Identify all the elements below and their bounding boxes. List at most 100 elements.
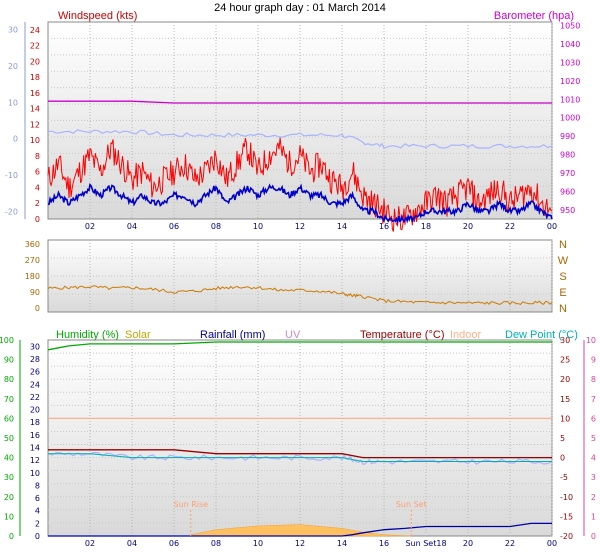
temp-tick-label: 0 [560,454,565,463]
uv-tick-label: 0 [591,532,596,541]
temp-tick-label: 5 [560,434,565,443]
compass-label: E [559,287,566,299]
rain-tick-label: 0 [35,532,40,541]
humidity-tick-label: 90 [4,356,14,365]
x-tick-label: 06 [169,222,179,231]
page-title: 24 hour graph day : 01 March 2014 [214,2,386,14]
outer-tick-label: 10 [8,98,18,107]
series-wind [47,100,553,232]
wind-tick-label: 24 [30,26,40,35]
rain-tick-label: 8 [35,481,40,490]
uv-tick-label: 6 [591,414,596,423]
rain-tick-label: 2 [35,519,40,528]
wind-tick-label: 0 [35,215,40,224]
baro-tick-label: 1030 [560,59,580,68]
direction-tick-label: 0 [35,304,40,313]
x-tick-label: 10 [253,539,263,548]
legend-entry: Rainfall (mm) [200,329,265,341]
wind-tick-label: 8 [35,152,40,161]
rain-tick-label: 20 [30,406,40,415]
x-tick-label: 10 [253,222,263,231]
compass-label: W [558,255,569,267]
x-tick-label: 12 [295,222,305,231]
wind-tick-label: 12 [30,120,40,129]
humidity-tick-label: 50 [4,434,14,443]
rain-tick-label: 14 [30,443,40,452]
x-tick-label: 06 [169,539,179,548]
temp-tick-label: -10 [560,493,573,502]
baro-tick-label: 970 [560,169,575,178]
windspeed-label: Windspeed (kts) [58,10,137,22]
rain-tick-label: 22 [30,393,40,402]
barometer-line [48,100,552,104]
ticks-temp: 02 04 06 08 10 12 14 16 Sun Set18 20 22 00100908070… [0,336,596,548]
baro-tick-label: 1000 [560,114,580,123]
temp-tick-label: -20 [560,532,573,541]
humidity-tick-label: 80 [4,375,14,384]
humidity-tick-label: 100 [0,336,14,345]
baro-tick-label: 1020 [560,77,580,86]
direction-tick-label: 360 [25,240,40,249]
legend-entry: Indoor [450,329,482,341]
outer-tick-label: 20 [8,62,18,71]
uv-tick-label: 8 [591,375,596,384]
sun-set-label: Sun Set [396,500,427,509]
wind-average-line [47,183,553,225]
legend-entry: Humidity (%) [56,329,119,341]
series-direction [47,285,553,306]
temperature-line [47,129,553,149]
x-tick-label: Sun Set18 [405,539,446,548]
x-tick-label: 22 [505,222,515,231]
uv-tick-label: 2 [591,493,596,502]
solar-area [190,524,412,537]
temp-tick-label: 30 [560,336,570,345]
temp-tick-label: 25 [560,356,570,365]
rain-tick-label: 30 [30,342,40,351]
baro-tick-label: 960 [560,187,575,196]
temp-tick-label: -15 [560,512,573,521]
compass-label: N [559,303,567,315]
rain-tick-label: 12 [30,456,40,465]
baro-tick-label: 1040 [560,40,580,49]
panel-temp-humidity: 02 04 06 08 10 12 14 16 Sun Set18 20 22 00100908070… [0,329,596,548]
temp-tick-label: 10 [560,414,570,423]
rain-tick-label: 16 [30,431,40,440]
grid-wind [48,22,553,219]
uv-tick-label: 1 [591,512,596,521]
x-tick-label: 12 [295,539,305,548]
dew-point-line [48,453,552,462]
x-tick-label: 20 [463,222,473,231]
x-tick-label: 08 [211,222,221,231]
x-tick-label: 02 [85,222,95,231]
rain-tick-label: 18 [30,418,40,427]
legend-entry: UV [285,329,301,341]
uv-tick-label: 3 [591,473,596,482]
baro-tick-label: 980 [560,151,575,160]
outer-tick-label: -10 [5,171,18,180]
wind-direction-line [47,285,553,306]
rainfall-line [48,522,552,537]
x-tick-label: 14 [337,222,347,231]
wind-tick-label: 4 [35,183,40,192]
wind-tick-label: 6 [35,168,40,177]
plot-area-temp [47,339,553,537]
uv-tick-label: 9 [591,356,596,365]
humidity-tick-label: 0 [9,532,14,541]
baro-tick-label: 1050 [560,22,580,31]
rain-tick-label: 10 [30,469,40,478]
temp-tick-label: 20 [560,375,570,384]
x-tick-label: 00 [547,222,557,231]
wind-tick-label: 20 [30,57,40,66]
x-tick-label: 22 [505,539,515,548]
x-tick-label: 20 [463,539,473,548]
x-tick-label: 00 [547,539,557,548]
humidity-tick-label: 10 [4,512,14,521]
uv-tick-label: 10 [586,336,596,345]
uv-tick-label: 4 [591,454,596,463]
compass-label: N [559,239,567,251]
outer-tick-label: 0 [13,135,18,144]
rain-tick-label: 4 [35,507,40,516]
x-tick-label: 14 [337,539,347,548]
